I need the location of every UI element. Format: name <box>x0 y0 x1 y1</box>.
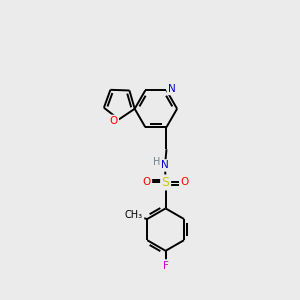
Text: S: S <box>162 176 170 189</box>
Text: CH₃: CH₃ <box>125 211 143 220</box>
Text: O: O <box>180 178 189 188</box>
Text: O: O <box>142 178 151 188</box>
Text: H: H <box>153 157 160 167</box>
Text: N: N <box>168 84 176 94</box>
Text: F: F <box>163 260 169 271</box>
Text: O: O <box>110 116 118 126</box>
Text: N: N <box>161 160 169 170</box>
